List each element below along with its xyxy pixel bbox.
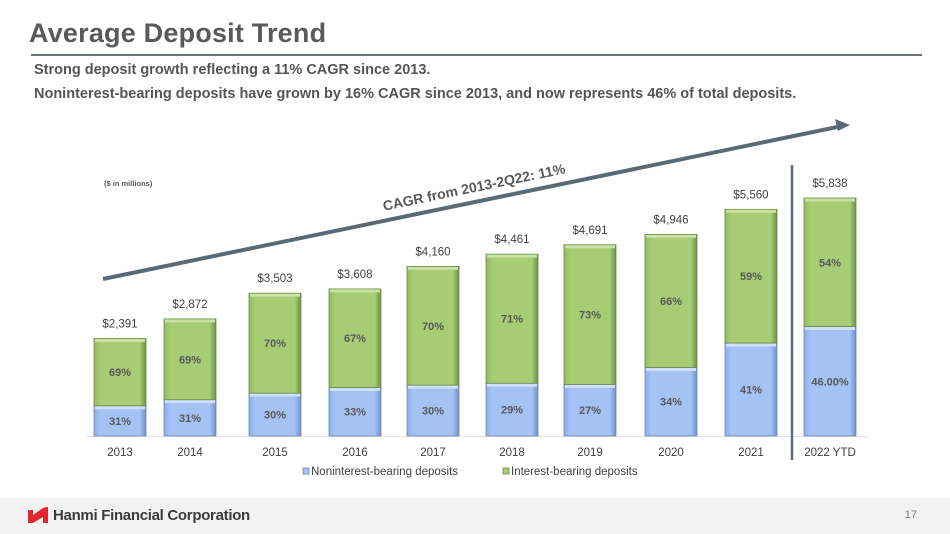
bar-segment-interest xyxy=(803,197,857,327)
segment-label: 27% xyxy=(579,405,601,417)
x-tick-label: 2013 xyxy=(107,447,133,459)
segment-label: 29% xyxy=(501,405,523,417)
bar-segment-highlight xyxy=(805,327,855,331)
x-tick-label: 2014 xyxy=(177,447,203,459)
footer: Hanmi Financial Corporation 17 xyxy=(0,498,950,534)
x-tick-label: 2021 xyxy=(738,447,764,459)
bar-segment-noninterest xyxy=(163,399,217,437)
segment-label: 66% xyxy=(660,296,682,308)
total-label: $5,838 xyxy=(812,178,847,190)
legend-swatch-interest xyxy=(502,467,510,475)
segment-label: 33% xyxy=(344,407,366,419)
bar-segment-highlight xyxy=(565,384,615,388)
bar-segment-highlight xyxy=(95,339,145,343)
x-tick-label: 2018 xyxy=(499,447,525,459)
legend-label: Noninterest-bearing deposits xyxy=(311,466,458,478)
bar-segment-interest xyxy=(406,266,460,386)
title-divider xyxy=(31,54,922,56)
segment-label: 30% xyxy=(264,410,286,422)
bar-segment-noninterest xyxy=(724,342,778,437)
bar-segment-highlight xyxy=(330,387,380,391)
bar-segment-noninterest xyxy=(248,392,302,437)
bar-segment-highlight xyxy=(487,254,537,258)
bar-segment-noninterest xyxy=(563,383,617,437)
segment-label: 31% xyxy=(109,416,131,428)
bar-segment-highlight xyxy=(165,400,215,404)
bar-segment-noninterest xyxy=(485,382,539,437)
segment-label: 59% xyxy=(740,271,762,283)
bar-segment-highlight xyxy=(726,209,776,213)
total-label: $4,946 xyxy=(653,214,688,226)
bar-segment-highlight xyxy=(805,198,855,202)
bar-segment-highlight xyxy=(165,319,215,323)
units-note: ($ in millions) xyxy=(104,179,153,188)
x-tick-label: 2022 YTD xyxy=(804,447,856,459)
bar-segment-interest xyxy=(328,288,382,388)
bar-segment-interest xyxy=(563,244,617,385)
bar-segment-noninterest xyxy=(328,387,382,437)
bar-segment-highlight xyxy=(408,385,458,389)
segment-label: 69% xyxy=(179,354,201,366)
x-tick-label: 2015 xyxy=(262,447,288,459)
total-label: $4,160 xyxy=(415,246,450,258)
segment-label: 73% xyxy=(579,310,601,322)
cagr-arrow-line xyxy=(102,124,843,281)
page-number: 17 xyxy=(904,509,917,521)
segment-label: 71% xyxy=(501,314,523,326)
segment-label: 30% xyxy=(422,406,444,418)
total-label: $2,872 xyxy=(172,299,207,311)
segment-label: 34% xyxy=(660,397,682,409)
segment-label: 46.00% xyxy=(811,376,849,388)
x-tick-label: 2019 xyxy=(577,447,603,459)
bar-segment-highlight xyxy=(487,383,537,387)
bar-segment-interest xyxy=(644,233,698,368)
total-label: $4,691 xyxy=(572,225,607,237)
total-label: $4,461 xyxy=(494,234,529,246)
segment-label: 69% xyxy=(109,367,131,379)
arrowhead-icon xyxy=(835,119,850,131)
company-logo: Hanmi Financial Corporation xyxy=(27,506,250,524)
x-tick-label: 2017 xyxy=(420,447,446,459)
bar-segment-interest xyxy=(724,208,778,344)
legend-label: Interest-bearing deposits xyxy=(511,466,638,478)
bar-segment-highlight xyxy=(408,266,458,270)
segment-label: 70% xyxy=(422,321,444,333)
bar-segment-highlight xyxy=(646,367,696,371)
bar-segment-noninterest xyxy=(93,405,147,437)
segment-label: 54% xyxy=(819,257,841,269)
legend-swatch-noninterest xyxy=(302,467,310,475)
bar-segment-interest xyxy=(248,292,302,394)
total-label: $2,391 xyxy=(102,319,137,331)
bar-segment-highlight xyxy=(565,245,615,249)
company-name: Hanmi Financial Corporation xyxy=(53,506,250,524)
bar-segment-noninterest xyxy=(803,326,857,437)
subtitle-noninterest: Noninterest-bearing deposits have grown … xyxy=(34,86,797,102)
total-label: $3,608 xyxy=(337,269,372,281)
bar-segment-highlight xyxy=(250,393,300,397)
deposit-chart: CAGR from 2013-2Q22: 11% 31%69%$2,391201… xyxy=(85,119,868,478)
bar-segment-highlight xyxy=(330,289,380,293)
cagr-arrow xyxy=(102,119,850,281)
segment-label: 67% xyxy=(344,333,366,345)
bar-segment-highlight xyxy=(726,343,776,347)
bar-segment-highlight xyxy=(646,234,696,238)
bar-segment-noninterest xyxy=(644,367,698,437)
legend: Noninterest-bearing deposits Interest-bea… xyxy=(302,466,638,478)
bar-segment-interest xyxy=(93,338,147,407)
segment-label: 41% xyxy=(740,385,762,397)
subtitle-growth: Strong deposit growth reflecting a 11% C… xyxy=(34,62,431,78)
x-tick-label: 2020 xyxy=(658,447,684,459)
bar-segment-noninterest xyxy=(406,384,460,437)
bar-segment-highlight xyxy=(250,293,300,297)
x-tick-label: 2016 xyxy=(342,447,368,459)
bar-segment-highlight xyxy=(95,406,145,410)
total-label: $3,503 xyxy=(257,273,292,285)
segment-label: 70% xyxy=(264,338,286,350)
hanmi-logo-icon xyxy=(28,507,48,523)
bar-segment-interest xyxy=(163,318,217,401)
page-title: Average Deposit Trend xyxy=(29,18,327,48)
bar-segment-interest xyxy=(485,253,539,384)
total-label: $5,560 xyxy=(733,189,768,201)
segment-label: 31% xyxy=(179,413,201,425)
